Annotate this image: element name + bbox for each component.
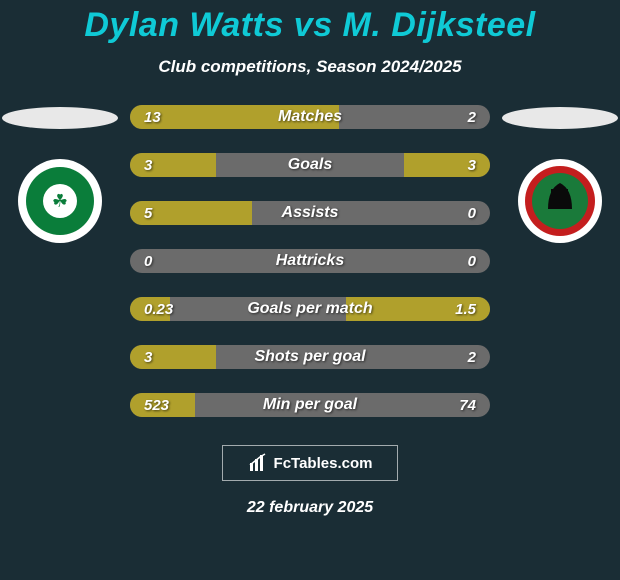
metric-row: 0 0 Hattricks	[130, 249, 490, 273]
metric-label: Min per goal	[263, 396, 357, 414]
metric-row: 3 2 Shots per goal	[130, 345, 490, 369]
page-title: Dylan Watts vs M. Dijksteel	[84, 6, 535, 45]
page-subtitle: Club competitions, Season 2024/2025	[158, 57, 461, 77]
snapshot-date: 22 february 2025	[247, 499, 373, 517]
metric-row: 5 0 Assists	[130, 201, 490, 225]
metric-label: Hattricks	[276, 252, 344, 270]
metric-label: Goals	[288, 156, 332, 174]
metric-value-right: 74	[459, 397, 476, 414]
metric-value-right: 3	[468, 157, 476, 174]
left-player-silhouette	[2, 107, 118, 129]
metric-row: 0.23 1.5 Goals per match	[130, 297, 490, 321]
metric-value-right: 2	[468, 109, 476, 126]
branding-text: FcTables.com	[274, 455, 373, 472]
metric-row: 523 74 Min per goal	[130, 393, 490, 417]
metric-value-left: 3	[144, 157, 152, 174]
metric-value-left: 0	[144, 253, 152, 270]
branding-icon	[248, 453, 268, 473]
right-player-silhouette	[502, 107, 618, 129]
metric-row: 13 2 Matches	[130, 105, 490, 129]
metric-label: Matches	[278, 108, 342, 126]
metric-value-left: 523	[144, 397, 169, 414]
metric-value-left: 13	[144, 109, 161, 126]
metric-value-right: 2	[468, 349, 476, 366]
metric-row: 3 3 Goals	[130, 153, 490, 177]
metric-label: Shots per goal	[254, 348, 365, 366]
svg-text:☘: ☘	[52, 191, 68, 211]
metric-bars: 13 2 Matches 3 3 Goals 5 0 Assists 0 0 Hattricks 0.2…	[120, 105, 500, 417]
right-team-crest	[518, 159, 602, 243]
comparison-region: ☘ 132Matches33Goals50Assists00Hattricks0…	[0, 105, 620, 417]
right-side	[500, 105, 620, 243]
metric-value-right: 0	[468, 253, 476, 270]
bar-fill-right	[404, 153, 490, 177]
metric-value-left: 5	[144, 205, 152, 222]
metric-value-right: 1.5	[455, 301, 476, 318]
metric-value-right: 0	[468, 205, 476, 222]
left-side: ☘	[0, 105, 120, 243]
branding-badge: FcTables.com	[222, 445, 398, 481]
metric-label: Goals per match	[247, 300, 372, 318]
metric-value-left: 0.23	[144, 301, 173, 318]
metric-value-left: 3	[144, 349, 152, 366]
metric-label: Assists	[282, 204, 339, 222]
bar-fill-left	[130, 153, 216, 177]
bar-fill-left	[130, 345, 216, 369]
left-team-crest: ☘	[18, 159, 102, 243]
